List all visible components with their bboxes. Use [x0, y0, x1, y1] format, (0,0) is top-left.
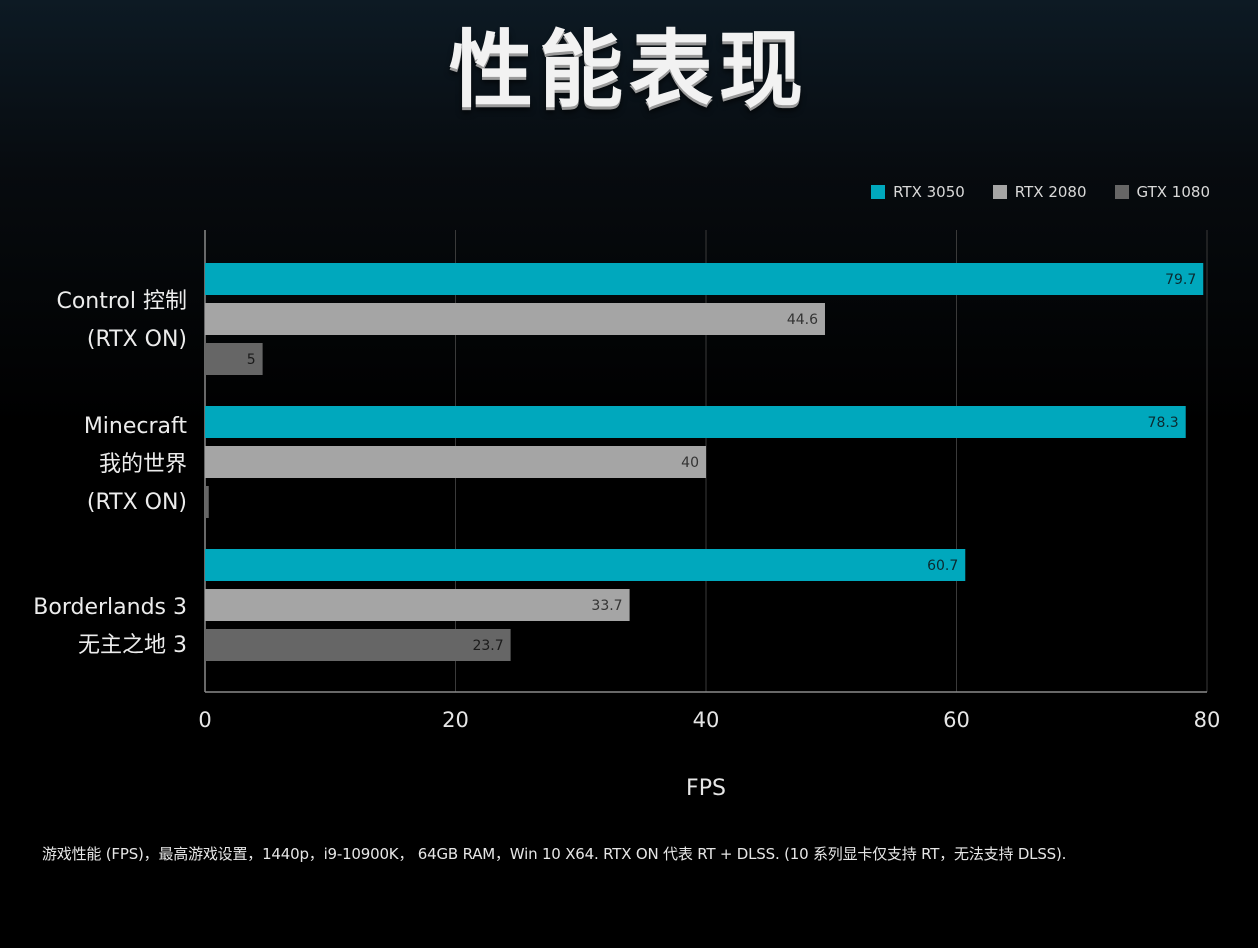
bar-data-label: 5: [247, 352, 256, 368]
legend-swatch-rtx-2080: [992, 185, 1007, 199]
x-tick-label: 60: [943, 708, 970, 732]
x-tick-label: 20: [442, 708, 469, 732]
bar: [205, 343, 263, 375]
x-tick-label: 80: [1194, 708, 1221, 732]
bar: [205, 629, 511, 661]
bar-data-label: 33.7: [591, 598, 622, 614]
bar: [205, 263, 1204, 295]
legend-item-gtx-1080: GTX 1080: [1114, 183, 1210, 201]
legend-swatch-gtx-1080: [1114, 185, 1129, 199]
x-tick-label: 40: [693, 708, 720, 732]
bar: [205, 303, 825, 335]
bar: [205, 406, 1186, 438]
bar: [205, 446, 706, 478]
y-category-label: 无主之地 3: [78, 633, 187, 658]
y-category-label: 我的世界: [99, 452, 187, 477]
y-category-label: (RTX ON): [87, 327, 187, 352]
page-title: 性能表现: [448, 21, 809, 119]
bar-data-label: 60.7: [927, 558, 958, 574]
y-category-label: Minecraft: [84, 414, 188, 439]
bar: [205, 589, 630, 621]
x-tick-label: 0: [198, 708, 211, 732]
bar-data-label: 78.3: [1148, 415, 1179, 431]
legend-item-rtx-3050: RTX 3050: [871, 183, 965, 201]
legend-label-rtx-3050: RTX 3050: [893, 183, 965, 201]
legend-label-gtx-1080: GTX 1080: [1136, 183, 1210, 201]
x-axis-label: FPS: [686, 776, 726, 801]
bar-data-label: 40: [681, 455, 699, 471]
footnote: 游戏性能 (FPS)，最高游戏设置，1440p，i9-10900K， 64GB …: [42, 845, 1067, 863]
bar: [205, 486, 209, 518]
legend-item-rtx-2080: RTX 2080: [992, 183, 1087, 201]
y-category-label: Control 控制: [56, 289, 187, 314]
y-category-label: (RTX ON): [87, 490, 187, 515]
legend: RTX 3050 RTX 2080 GTX 1080: [871, 183, 1210, 201]
legend-swatch-rtx-3050: [871, 185, 886, 199]
bar-data-label: 23.7: [472, 638, 503, 654]
bar-data-label: 44.6: [787, 312, 818, 328]
bar-chart: 0 20 40 60 80 FPS 79.7 44.6 5 Control 控制 (RTX ON) 7…: [33, 230, 1221, 801]
bar: [205, 549, 966, 581]
legend-label-rtx-2080: RTX 2080: [1014, 183, 1087, 201]
bar-data-label: 79.7: [1165, 272, 1196, 288]
y-category-label: Borderlands 3: [33, 595, 187, 620]
